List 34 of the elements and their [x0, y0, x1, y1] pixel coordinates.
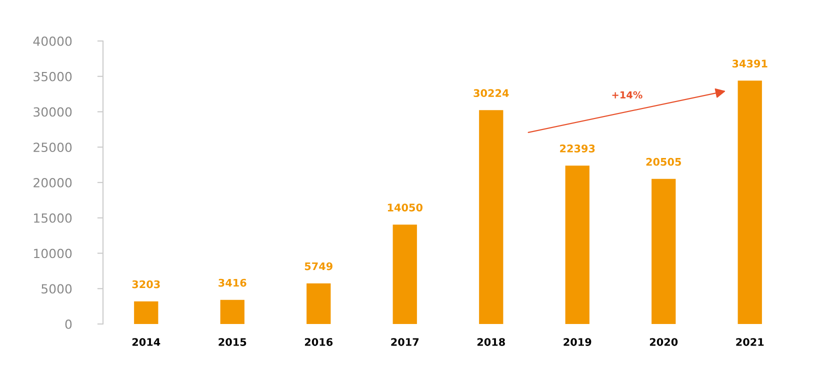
- x-tick-label: 2017: [391, 338, 419, 346]
- x-tick-label: 2020: [650, 338, 678, 346]
- y-tick-label: 35000: [34, 72, 72, 82]
- bar: [565, 166, 590, 324]
- x-tick-label: 2015: [218, 338, 246, 346]
- bar: [652, 178, 676, 324]
- data-label: 5749: [304, 262, 332, 270]
- y-tick-label: 40000: [33, 36, 72, 46]
- y-tick-label: 30000: [34, 107, 72, 117]
- x-tick-label: 2019: [564, 338, 592, 346]
- y-tick-label: 25000: [34, 142, 72, 152]
- y-tick-label: 15000: [34, 213, 72, 223]
- bar: [738, 80, 762, 324]
- bar: [220, 300, 244, 324]
- data-label: 14050: [388, 204, 422, 212]
- data-label: 3203: [132, 280, 160, 288]
- data-label: 34391: [732, 60, 768, 68]
- x-tick-label: 2016: [304, 338, 333, 346]
- annotation: +14%: [612, 91, 642, 99]
- data-label: 3416: [218, 278, 246, 287]
- data-label: 20505: [646, 158, 682, 166]
- bar: [479, 110, 504, 324]
- data-label: 22393: [560, 144, 595, 152]
- data-label: 30224: [474, 89, 509, 98]
- y-tick-label: 5000: [42, 284, 72, 294]
- bar: [392, 224, 417, 324]
- x-tick-label: 2018: [477, 338, 505, 346]
- y-tick-label: 0: [65, 319, 72, 329]
- x-tick-label: 2014: [132, 338, 160, 346]
- bar: [306, 283, 331, 324]
- y-tick-label: 10000: [34, 248, 72, 258]
- bar: [134, 301, 158, 324]
- y-tick-label: 20000: [34, 178, 72, 188]
- x-tick-label: 2021: [736, 338, 764, 346]
